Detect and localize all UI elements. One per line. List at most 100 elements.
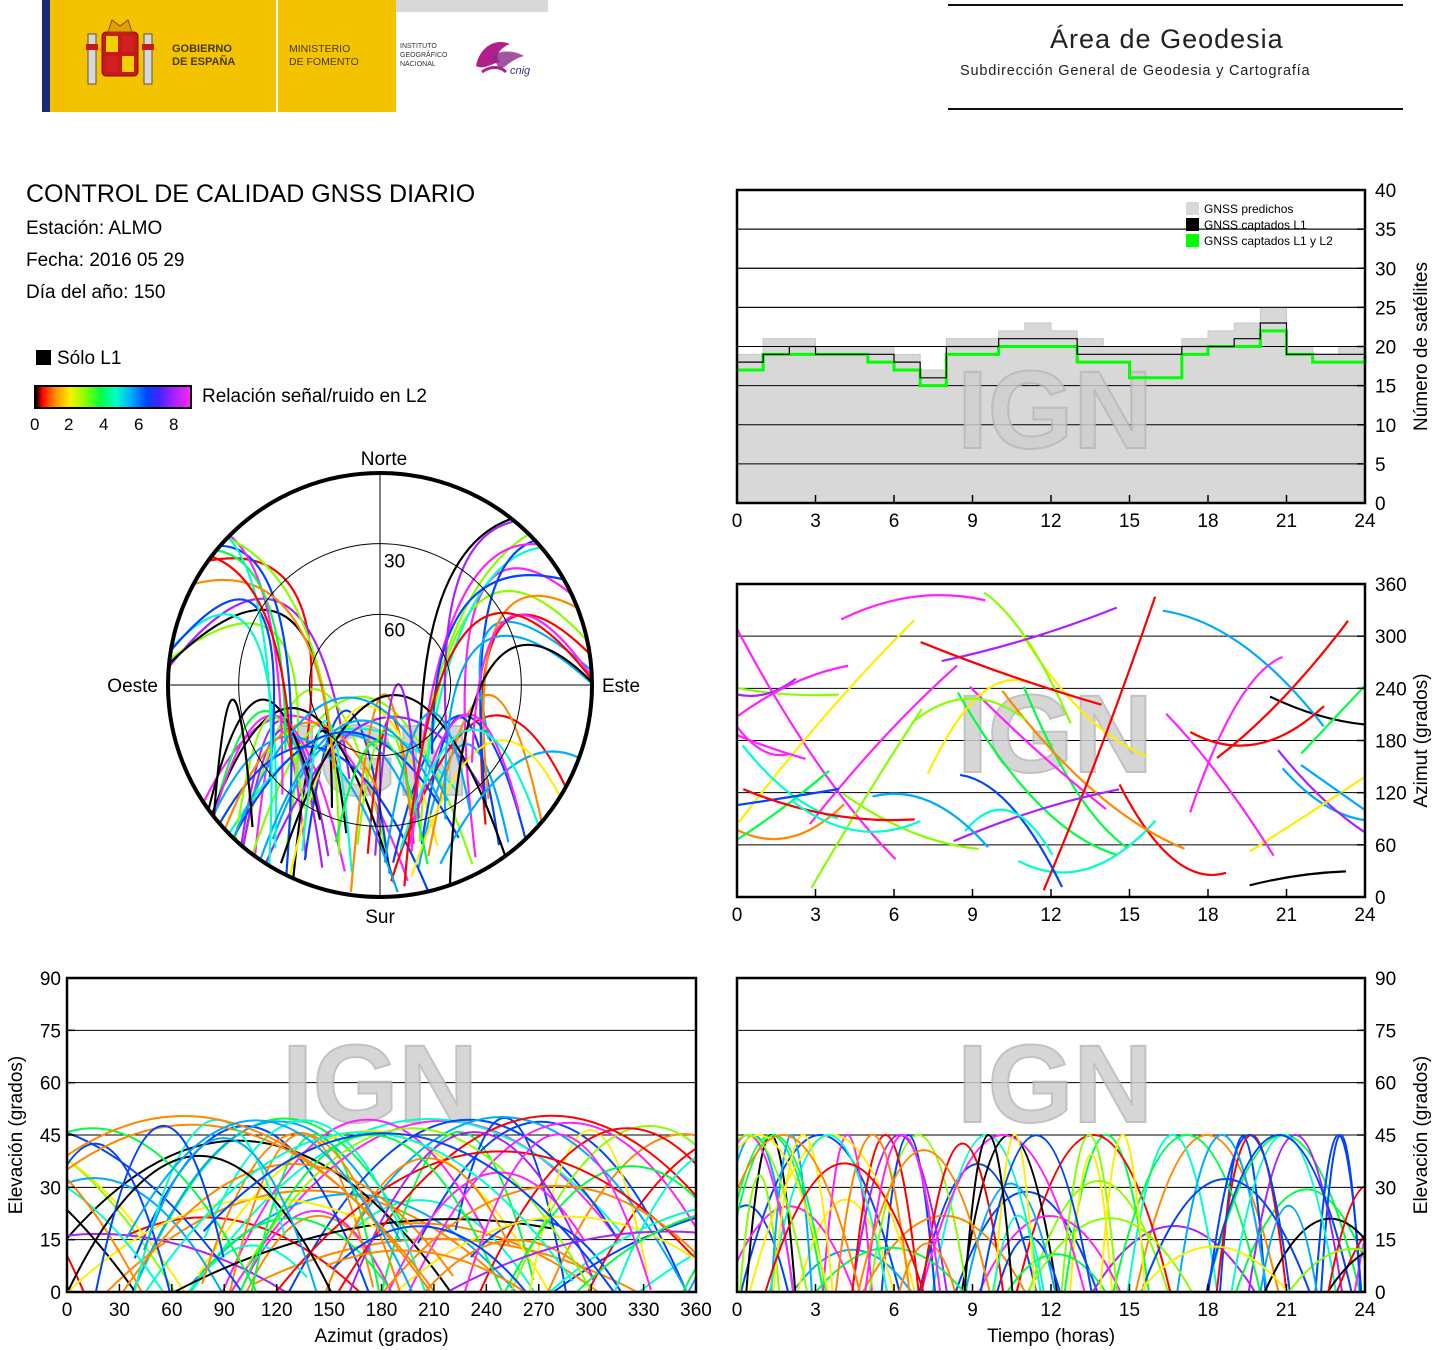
y-tick-label: 40 [1375,181,1396,202]
legend: GNSS predichos GNSS captados L1 GNSS capta… [1186,202,1333,248]
satellite-track [920,1134,1086,1292]
satellite-track [920,641,1102,706]
satellite-track [552,1216,696,1292]
x-tick-label: 24 [1354,905,1376,926]
satellite-track [1288,1247,1365,1292]
y-axis-label: Elevación (grados) [1411,1056,1432,1214]
satellite-track [808,664,958,825]
satellite-track [168,598,276,778]
satellite-track [790,799,921,833]
satellite-track [957,692,1117,856]
x-tick-label: 360 [680,1300,712,1321]
ministerio-text: MINISTERIO DE FOMENTO [289,43,359,69]
y-tick-label: 20 [1375,338,1396,359]
satellite-track [910,697,1026,724]
satellite-track [239,1133,503,1292]
satellite-track [478,1127,696,1292]
satellite-track [810,708,923,889]
y-tick-label: 60 [1375,836,1396,857]
tracks [737,591,1365,891]
legend-l1-swatch [36,350,51,365]
tracks [737,1134,1365,1292]
satellite-track [1327,1185,1365,1292]
y-tick-label: 0 [1375,1283,1386,1304]
satellite-track [188,1244,308,1292]
ign-top-bar [396,0,548,12]
y-tick-label: 45 [1375,1126,1396,1147]
satellite-track [67,1115,432,1292]
satellite-track [959,773,1063,888]
x-tick-label: 12 [1040,511,1061,532]
y-tick-label: 300 [1375,627,1407,648]
x-tick-label: 300 [575,1300,607,1321]
satellite-track [193,745,431,896]
satellite-track [1006,1253,1107,1292]
satellite-track [67,1177,143,1292]
satellite-track [203,721,380,886]
satellite-track [303,709,391,874]
satellite-track [196,1130,550,1292]
satellite-track [203,1119,427,1292]
legend-label: GNSS predichos [1204,202,1293,216]
satellite-track [221,1118,488,1292]
elevation-time-chart: IGN 0 15 30 45 60 75 90 0 3 6 9 12 15 18 21 24 Elevación … [732,969,1432,1347]
satellite-track [996,1235,1061,1292]
ign-line2: GEOGRÁFICO [400,52,448,59]
legend-swatch [1186,218,1199,231]
satellite-track [67,1186,165,1292]
x-tick-label: 21 [1276,1300,1297,1321]
satellite-track [742,788,915,822]
legend-swatch [1186,202,1199,215]
y-tick-label: 60 [40,1074,61,1095]
y-tick-label: 45 [40,1126,61,1147]
satellite-track [737,769,830,842]
ign-watermark: IGN [282,1023,478,1146]
ministerio-logo-block [278,0,396,112]
satellite-track [737,1134,829,1292]
satellite-track [1281,767,1365,822]
x-tick-label: 120 [261,1300,293,1321]
legend-l1-label: Sólo L1 [57,348,122,369]
cnig-logo-text: cnig [510,65,531,77]
satellite-track [348,1131,595,1292]
satellite-track [926,678,1030,775]
date-label: Fecha: 2016 05 29 [26,250,185,271]
flag-stripe-yellow [50,0,66,112]
y-tick-label: 240 [1375,679,1407,700]
satellite-track [1026,1217,1193,1292]
x-tick-label: 15 [1119,511,1140,532]
legend-l1-only: Sólo L1 [36,348,121,370]
x-tick-label: 24 [1354,1300,1376,1321]
satellite-track [463,567,592,858]
satellite-track [225,731,460,852]
satellite-track [1140,1178,1311,1292]
colorbar-tick: 8 [169,415,179,434]
satellite-track [324,1157,511,1292]
satellite-track [67,1142,171,1292]
cnig-logo-icon: cnig [476,42,531,77]
y-tick-label: 60 [1375,1074,1396,1095]
satellite-track [737,686,839,697]
y-tick-label: 90 [40,969,61,990]
gobierno-line2: DE ESPAÑA [172,56,236,68]
satellite-track [1189,656,1283,813]
satellite-track [203,706,396,884]
ign-watermark: IGN [957,1023,1153,1146]
satellite-track [842,792,979,851]
satellite-track [190,1118,624,1292]
satellite-track [408,1121,696,1292]
satellite-track [144,1131,574,1292]
satellite-track [792,1248,913,1292]
doy-label: Día del año: 150 [26,282,166,303]
satellite-track [382,1185,696,1292]
label-este: Este [602,676,640,697]
coat-of-arms-icon [86,19,154,85]
satellite-track [737,626,897,860]
satellite-track [470,1218,622,1292]
satellite-track [443,634,592,820]
satellite-track [470,613,592,763]
satellite-track [173,1218,552,1292]
legend-swatch [1186,234,1199,247]
gobierno-text: GOBIERNO DE ESPAÑA [172,43,235,69]
satellite-track [983,591,1072,724]
